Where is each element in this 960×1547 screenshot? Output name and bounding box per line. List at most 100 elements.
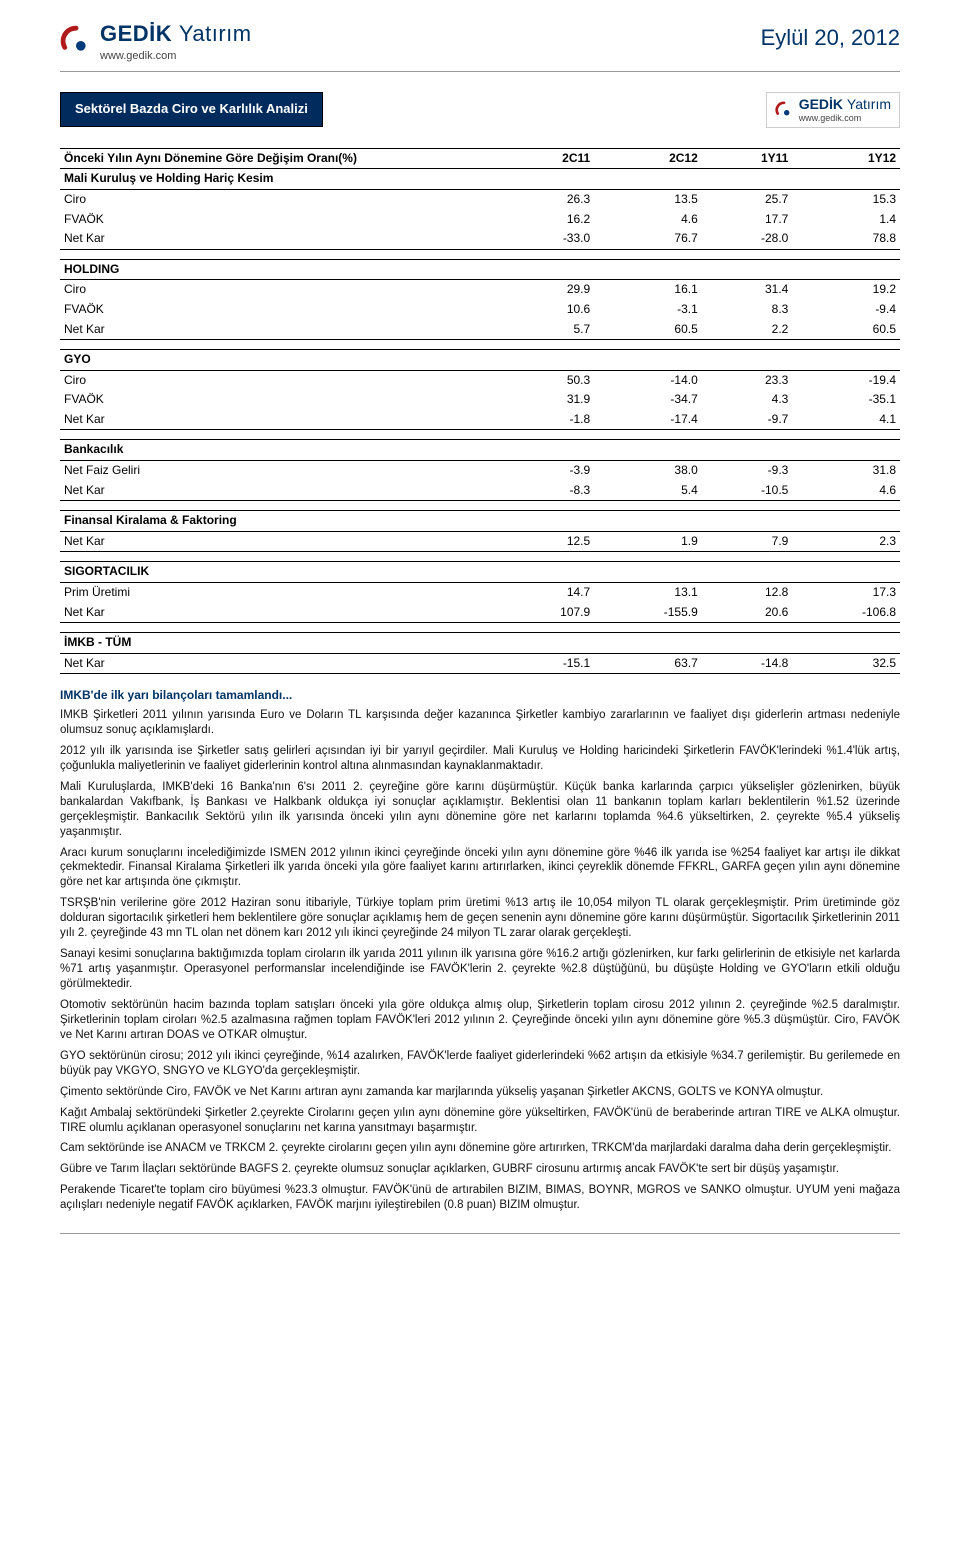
cell-value: 13.5 (594, 189, 702, 209)
section-name: GYO (60, 350, 900, 371)
section-heading: İMKB - TÜM (60, 633, 900, 654)
cell-value: -17.4 (594, 410, 702, 430)
cell-value: 60.5 (594, 320, 702, 340)
cell-value: 17.7 (702, 210, 793, 230)
commentary-paragraph: IMKB Şirketleri 2011 yılının yarısında E… (60, 708, 900, 738)
table-row: Ciro26.313.525.715.3 (60, 189, 900, 209)
row-label: Ciro (60, 370, 497, 390)
cell-value: 5.4 (594, 481, 702, 501)
section-name: Finansal Kiralama & Faktoring (60, 511, 900, 532)
cell-value: -3.9 (497, 461, 594, 481)
brand-name: GEDİK Yatırım (100, 20, 252, 49)
commentary-paragraph: GYO sektörünün cirosu; 2012 yılı ikinci … (60, 1049, 900, 1079)
brand-url: www.gedik.com (100, 49, 252, 63)
row-label: Ciro (60, 280, 497, 300)
row-label: FVAÖK (60, 210, 497, 230)
section-heading: HOLDING (60, 259, 900, 280)
commentary-paragraph: Gübre ve Tarım İlaçları sektöründe BAGFS… (60, 1162, 900, 1177)
cell-value: 5.7 (497, 320, 594, 340)
cell-value: 13.1 (594, 583, 702, 603)
commentary-paragraph: TSRŞB'nin verilerine göre 2012 Haziran s… (60, 896, 900, 941)
cell-value: 63.7 (594, 653, 702, 674)
commentary-paragraph: Otomotiv sektörünün hacim bazında toplam… (60, 998, 900, 1043)
row-label: Net Kar (60, 603, 497, 623)
commentary-paragraph: Cam sektöründe ise ANACM ve TRKCM 2. çey… (60, 1141, 900, 1156)
gedik-logo-icon (775, 101, 793, 119)
cell-value: 20.6 (702, 603, 793, 623)
row-label: Net Kar (60, 320, 497, 340)
cell-value: -155.9 (594, 603, 702, 623)
cell-value: 12.8 (702, 583, 793, 603)
cell-value: 107.9 (497, 603, 594, 623)
row-label: Prim Üretimi (60, 583, 497, 603)
row-label: Net Faiz Geliri (60, 461, 497, 481)
cell-value: 17.3 (792, 583, 900, 603)
cell-value: -9.3 (702, 461, 793, 481)
table-row: Prim Üretimi14.713.112.817.3 (60, 583, 900, 603)
cell-value: -8.3 (497, 481, 594, 501)
section-heading: Finansal Kiralama & Faktoring (60, 511, 900, 532)
table-row: FVAÖK10.6-3.18.3-9.4 (60, 300, 900, 320)
cell-value: 7.9 (702, 531, 793, 552)
analysis-table: Önceki Yılın Aynı Dönemine Göre Değişim … (60, 148, 900, 675)
col-1: 2C12 (594, 148, 702, 169)
table-row: Net Kar5.760.52.260.5 (60, 320, 900, 340)
cell-value: 31.9 (497, 390, 594, 410)
cell-value: -1.8 (497, 410, 594, 430)
table-row: Ciro29.916.131.419.2 (60, 280, 900, 300)
cell-value: -14.0 (594, 370, 702, 390)
cell-value: -3.1 (594, 300, 702, 320)
cell-value: -35.1 (792, 390, 900, 410)
cell-value: 2.3 (792, 531, 900, 552)
section-heading: SIGORTACILIK (60, 562, 900, 583)
section-name: HOLDING (60, 259, 900, 280)
cell-value: 10.6 (497, 300, 594, 320)
row-label: Net Kar (60, 531, 497, 552)
logo-small-text: GEDİK Yatırım www.gedik.com (799, 95, 891, 125)
cell-value: -33.0 (497, 229, 594, 249)
commentary-title: IMKB'de ilk yarı bilançoları tamamlandı.… (60, 688, 900, 704)
cell-value: 15.3 (792, 189, 900, 209)
row-label: Net Kar (60, 481, 497, 501)
table-row: Net Kar-1.8-17.4-9.74.1 (60, 410, 900, 430)
row-label: Net Kar (60, 410, 497, 430)
table-row: Net Faiz Geliri-3.938.0-9.331.8 (60, 461, 900, 481)
cell-value: 76.7 (594, 229, 702, 249)
cell-value: 8.3 (702, 300, 793, 320)
table-row: FVAÖK31.9-34.74.3-35.1 (60, 390, 900, 410)
cell-value: 50.3 (497, 370, 594, 390)
cell-value: 29.9 (497, 280, 594, 300)
row-label: FVAÖK (60, 300, 497, 320)
cell-value: 1.4 (792, 210, 900, 230)
cell-value: 14.7 (497, 583, 594, 603)
cell-value: 32.5 (792, 653, 900, 674)
table-row: Net Kar-15.163.7-14.832.5 (60, 653, 900, 674)
commentary-paragraph: Çimento sektöründe Ciro, FAVÖK ve Net Ka… (60, 1085, 900, 1100)
cell-value: -10.5 (702, 481, 793, 501)
cell-value: -106.8 (792, 603, 900, 623)
cell-value: 25.7 (702, 189, 793, 209)
cell-value: 38.0 (594, 461, 702, 481)
cell-value: -14.8 (702, 653, 793, 674)
cell-value: 23.3 (702, 370, 793, 390)
section-name: Bankacılık (60, 440, 900, 461)
footer-divider (60, 1233, 900, 1234)
cell-value: -34.7 (594, 390, 702, 410)
table-row: Net Kar107.9-155.920.6-106.8 (60, 603, 900, 623)
logo-text: GEDİK Yatırım www.gedik.com (100, 20, 252, 63)
section-heading: GYO (60, 350, 900, 371)
report-title: Sektörel Bazda Ciro ve Karlılık Analizi (60, 92, 323, 127)
brand-main: GEDİK (100, 21, 172, 46)
row-label: Net Kar (60, 653, 497, 674)
commentary-paragraph: 2012 yılı ilk yarısında ise Şirketler sa… (60, 744, 900, 774)
commentary-paragraph: Sanayi kesimi sonuçlarına baktığımızda t… (60, 947, 900, 992)
cell-value: 26.3 (497, 189, 594, 209)
brand-suffix: Yatırım (179, 21, 252, 46)
cell-value: 19.2 (792, 280, 900, 300)
commentary-paragraph: Perakende Ticaret'te toplam ciro büyümes… (60, 1183, 900, 1213)
col-0: 2C11 (497, 148, 594, 169)
section-heading: Bankacılık (60, 440, 900, 461)
commentary-body: IMKB Şirketleri 2011 yılının yarısında E… (60, 708, 900, 1213)
table-row: FVAÖK16.24.617.71.4 (60, 210, 900, 230)
cell-value: 4.1 (792, 410, 900, 430)
